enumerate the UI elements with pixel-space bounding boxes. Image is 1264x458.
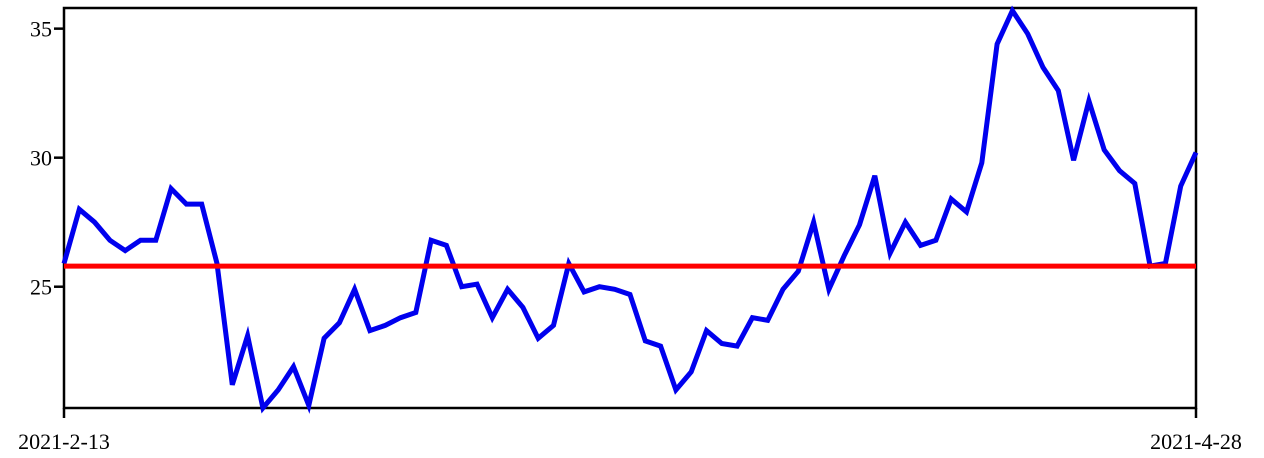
y-tick-label: 35 bbox=[30, 17, 52, 42]
y-tick-label: 30 bbox=[30, 146, 52, 171]
plot-frame bbox=[62, 6, 1198, 410]
x-tick-label: 2021-2-13 bbox=[18, 429, 110, 454]
x-tick-label: 2021-4-28 bbox=[1150, 429, 1242, 454]
y-tick-label: 25 bbox=[30, 275, 52, 300]
series-line bbox=[61, 5, 1199, 414]
plot-area: 25 30 35 2021-2-13 2021-4-28 bbox=[18, 5, 1242, 454]
